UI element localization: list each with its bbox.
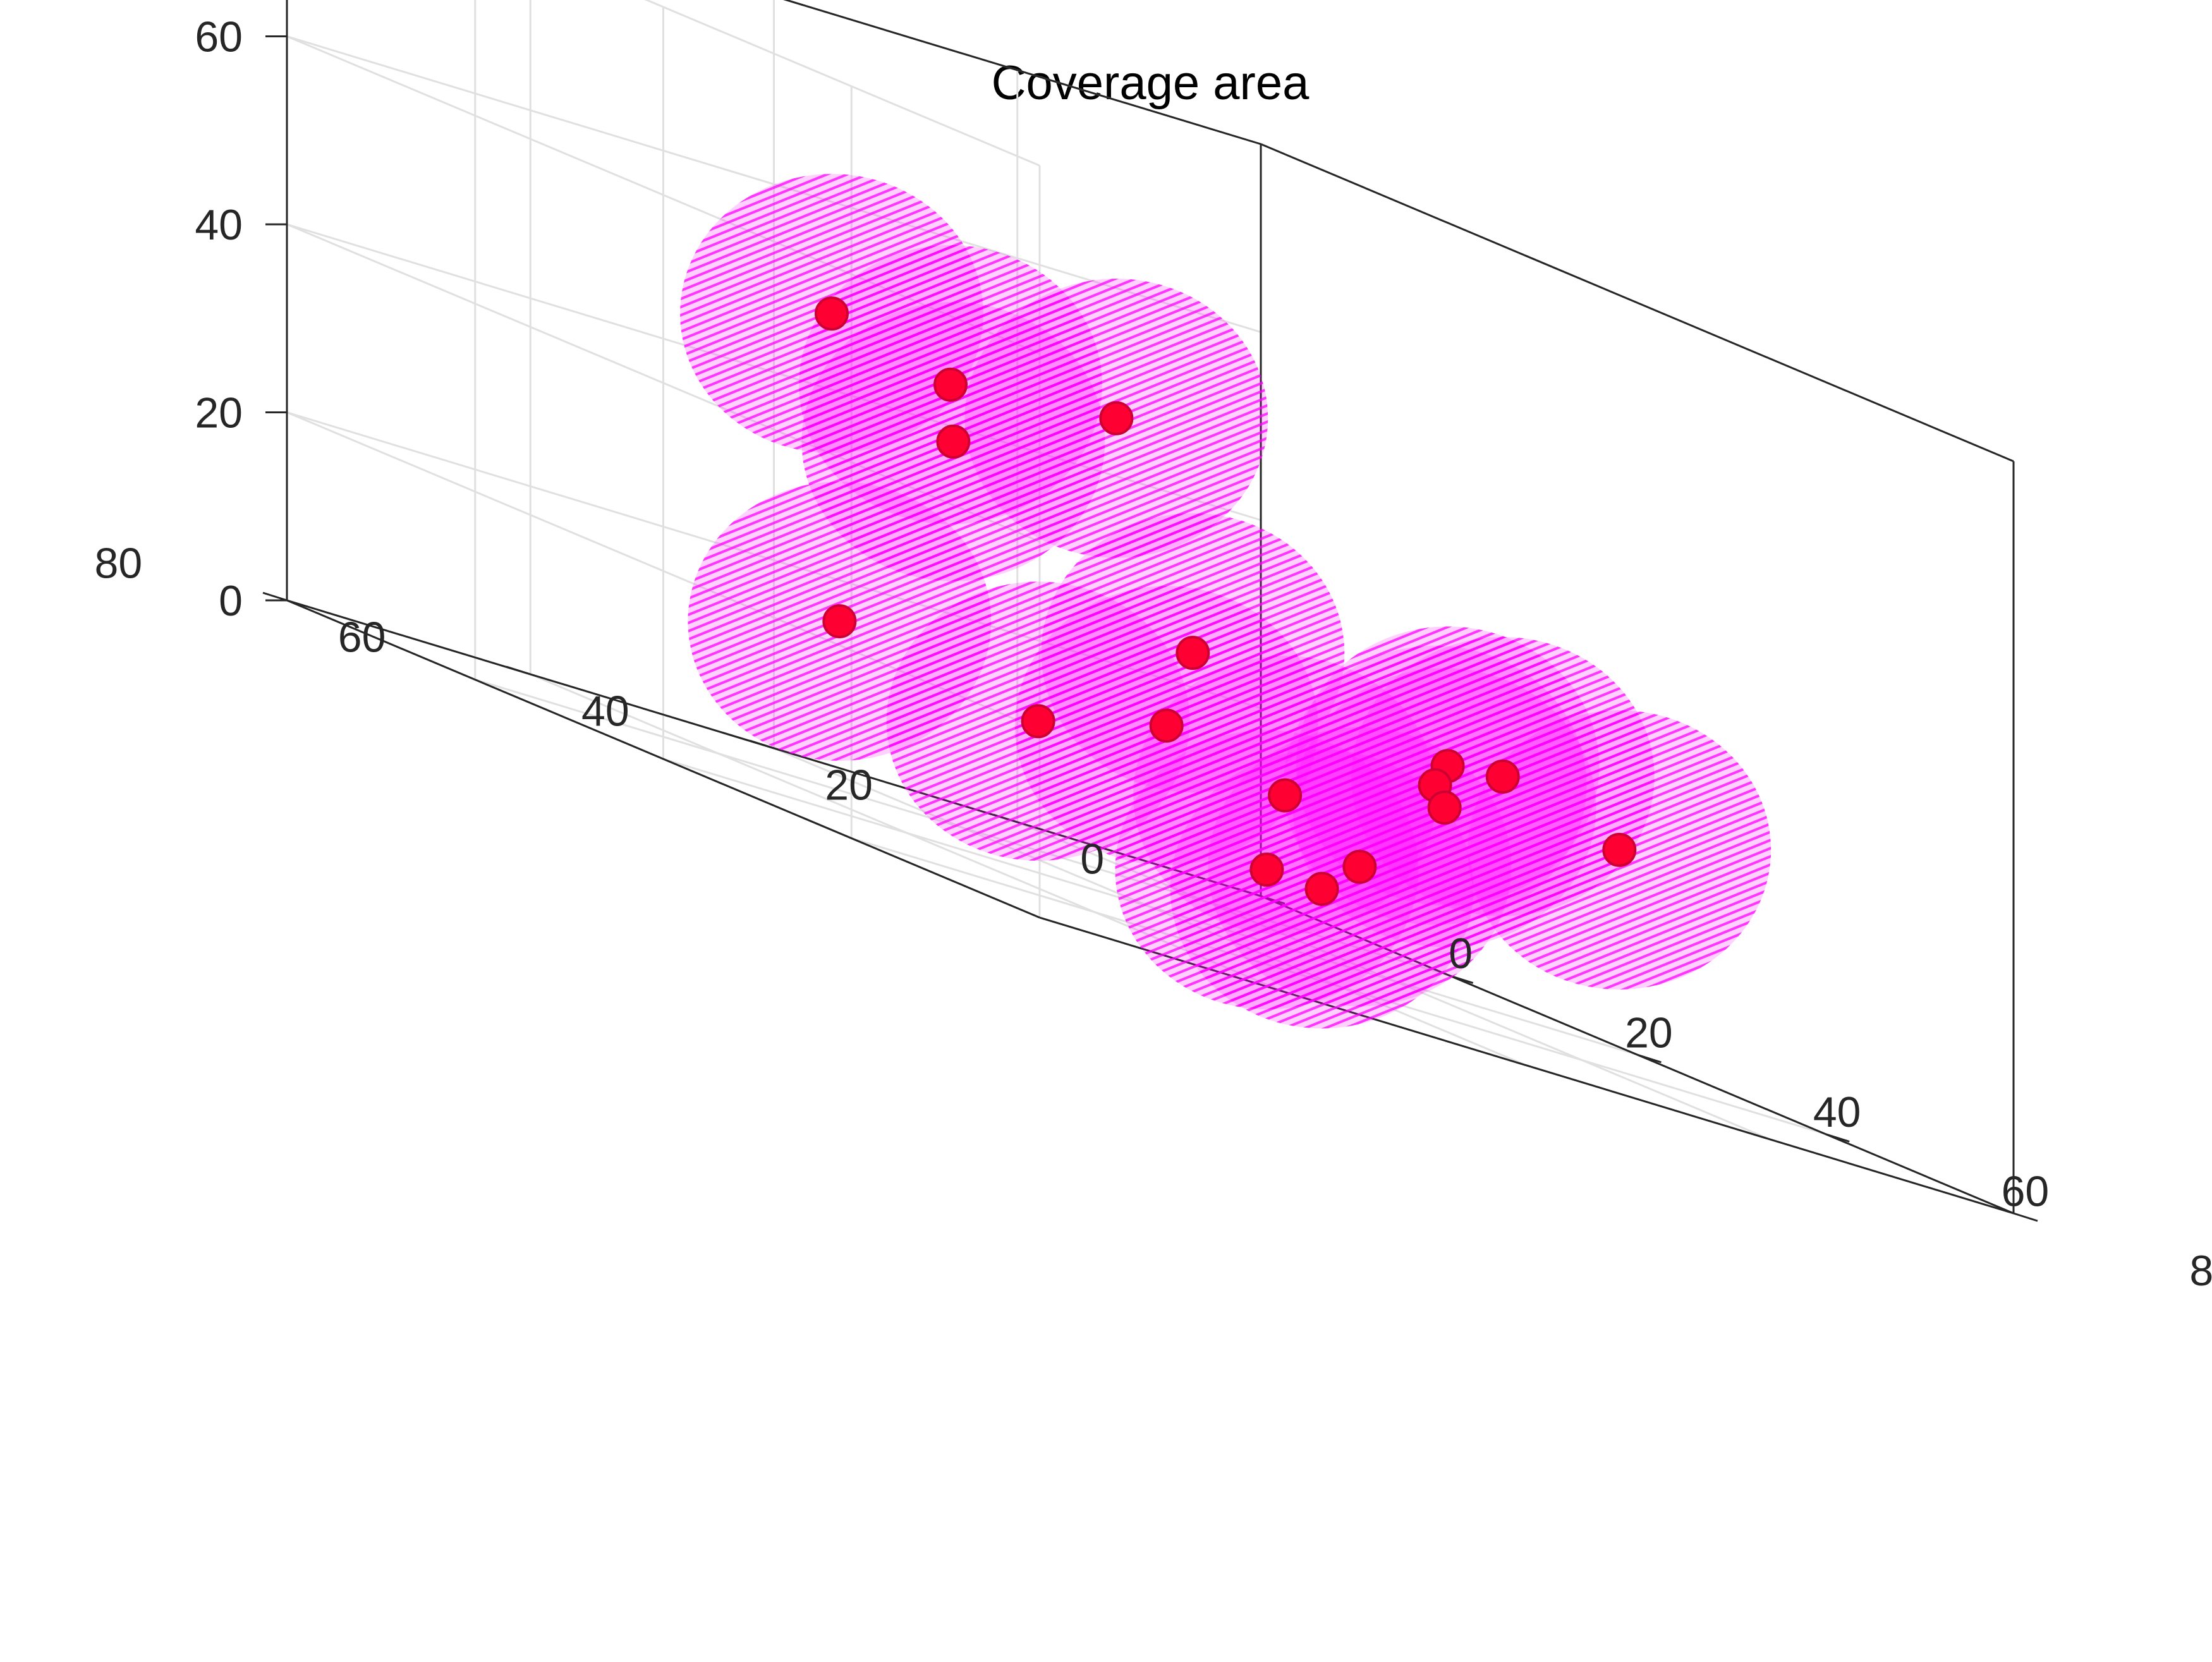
box-edge	[783, 0, 1261, 145]
y-tick	[750, 739, 774, 749]
x-tick	[2013, 1212, 2038, 1222]
sensor-node-point	[1268, 778, 1303, 813]
x-tick-label: 20	[1625, 1009, 1673, 1057]
y-tick-label: 40	[581, 688, 629, 736]
x-tick	[1825, 1133, 1850, 1143]
sensor-node-point	[1304, 871, 1339, 906]
y-tick-label: 60	[338, 614, 386, 662]
sensor-nodes	[814, 296, 1637, 906]
sensor-node-point	[1176, 636, 1210, 670]
y-tick	[506, 665, 531, 676]
z-tick-label: 0	[219, 577, 243, 625]
x-tick-label: 60	[2002, 1168, 2050, 1216]
x-tick-label: 0	[1449, 930, 1473, 978]
sensor-node-point	[1485, 759, 1520, 794]
y-tick-label: 0	[1080, 835, 1104, 883]
sensor-node-point	[1099, 401, 1134, 435]
gridline-z-right	[644, 0, 1040, 167]
x-tick-label: 80	[2189, 1247, 2212, 1295]
sensor-node-point	[1149, 708, 1184, 743]
y-tick-label: 80	[95, 540, 143, 588]
sensor-node-point	[814, 296, 849, 331]
z-tick-label: 60	[195, 13, 243, 61]
sensor-node-point	[936, 424, 971, 459]
x-tick-label: 40	[1813, 1088, 1861, 1136]
sensor-node-point	[1021, 704, 1055, 739]
sensor-node-point	[1342, 849, 1377, 884]
chart-title: Coverage area	[992, 56, 1310, 110]
sensor-node-point	[1427, 790, 1462, 825]
z-tick-label: 40	[195, 201, 243, 249]
sensor-node-point	[933, 367, 968, 402]
y-tick-label: 20	[825, 761, 873, 810]
y-tick	[262, 591, 288, 602]
sensor-node-point	[1602, 832, 1637, 867]
box-edge	[1260, 143, 2014, 463]
tick-labels: 020406080020406080020406080	[95, 13, 2212, 1295]
x-tick	[1637, 1053, 1662, 1064]
box-edge	[286, 599, 1040, 919]
sensor-node-point	[822, 604, 857, 639]
z-tick-label: 20	[195, 389, 243, 437]
sensor-node-point	[1249, 852, 1284, 887]
